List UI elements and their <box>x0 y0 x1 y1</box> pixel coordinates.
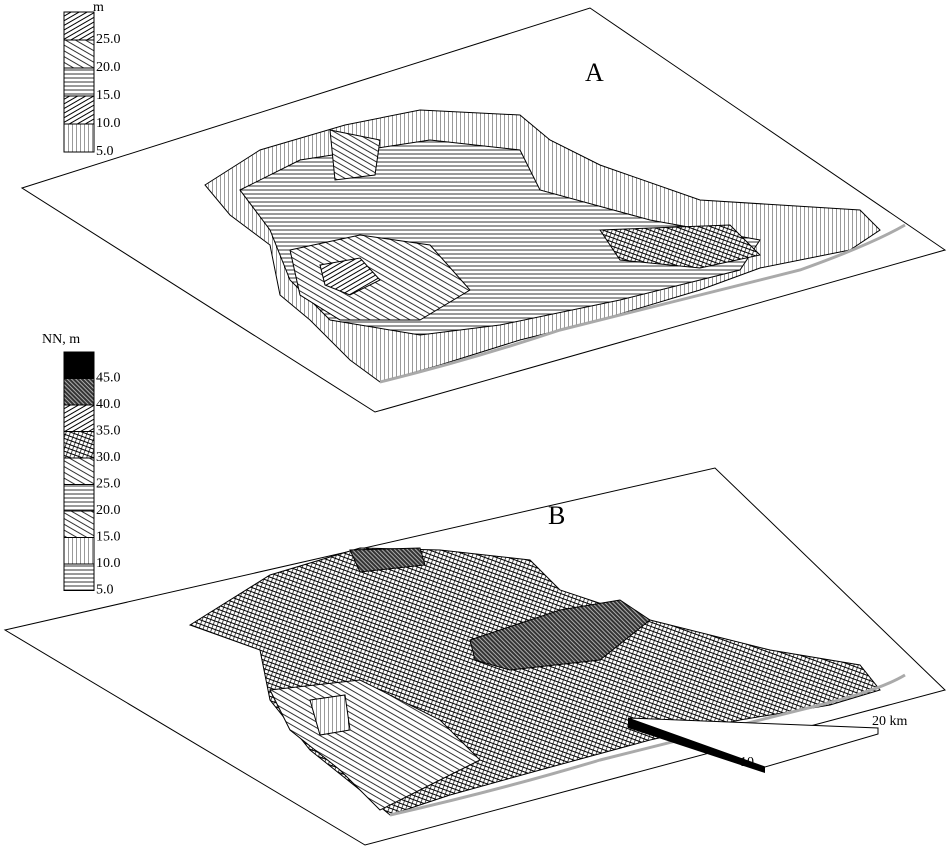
legend-label: 10.0 <box>96 116 121 131</box>
legend-swatch <box>64 538 94 565</box>
legend-swatch <box>64 485 94 512</box>
legend-swatch <box>64 432 94 459</box>
legend-swatch <box>64 96 94 124</box>
panel-a: A m 25.0 20.0 15.0 10.0 5.0 <box>22 0 945 412</box>
legend-label: 35.0 <box>96 424 121 439</box>
legend-label: 20.0 <box>96 60 121 75</box>
legend-label: 40.0 <box>96 397 121 412</box>
legend-swatch <box>64 124 94 152</box>
legend-swatch <box>64 379 94 406</box>
panel-label: B <box>548 501 565 530</box>
legend-label: 15.0 <box>96 88 121 103</box>
panel-label: A <box>585 58 604 87</box>
legend-swatch <box>64 458 94 485</box>
legend-swatch <box>64 12 94 40</box>
legend-label: 25.0 <box>96 477 121 492</box>
legend-swatch <box>64 68 94 96</box>
legend-label: 5.0 <box>96 583 114 598</box>
map-figure: A m 25.0 20.0 15.0 10.0 5.0 B NN, m 45.0 40.0 35… <box>0 0 952 850</box>
legend-label: 30.0 <box>96 450 121 465</box>
legend: m 25.0 20.0 15.0 10.0 5.0 <box>64 0 121 159</box>
legend: NN, m 45.0 40.0 35.0 30.0 25.0 20.0 15.0 10.0 5.0 <box>42 332 121 598</box>
legend-label: 5.0 <box>96 144 114 159</box>
legend-label: 25.0 <box>96 32 121 47</box>
legend-label: 10.0 <box>96 556 121 571</box>
legend-label: 15.0 <box>96 530 121 545</box>
legend-swatch <box>64 405 94 432</box>
legend-label: 20.0 <box>96 503 121 518</box>
scale-label: 10 <box>740 755 754 770</box>
legend-swatch <box>64 511 94 538</box>
scale-label: 20 km <box>872 714 908 729</box>
legend-title: NN, m <box>42 332 80 347</box>
legend-title: m <box>93 0 104 15</box>
legend-label: 45.0 <box>96 371 121 386</box>
legend-swatch <box>64 40 94 68</box>
panel-b: B NN, m 45.0 40.0 35.0 30.0 25.0 20.0 15.0 10.0 5… <box>5 332 945 845</box>
legend-swatch <box>64 352 94 379</box>
legend-swatch <box>64 564 94 591</box>
